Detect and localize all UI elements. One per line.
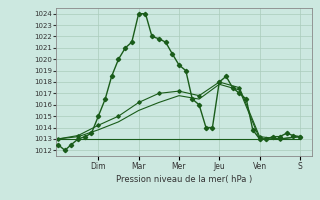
X-axis label: Pression niveau de la mer( hPa ): Pression niveau de la mer( hPa ) <box>116 175 252 184</box>
